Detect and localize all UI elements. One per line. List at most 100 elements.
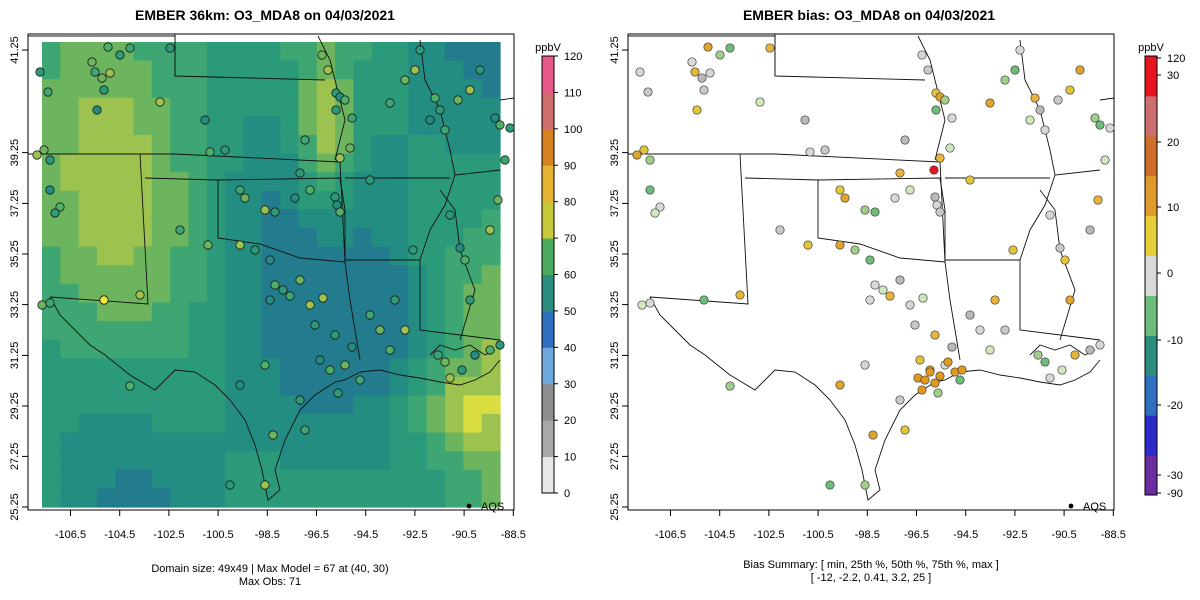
model-station-point (90, 67, 100, 77)
model-grid-cell (42, 395, 61, 415)
model-grid-cell (151, 432, 171, 452)
model-station-point (295, 168, 305, 178)
bias-station-point (692, 105, 702, 115)
model-grid-cell (261, 321, 281, 341)
model-grid-cell (371, 469, 391, 489)
model-grid-cell (463, 135, 483, 155)
model-grid-cell (481, 469, 501, 489)
bias-station-point (1105, 123, 1115, 133)
model-grid-cell (243, 42, 263, 62)
model-grid-cell (353, 42, 373, 62)
bias-station-point (715, 50, 725, 60)
bias-station-point (920, 375, 930, 385)
model-grid-cell (115, 79, 135, 99)
model-station-point (260, 480, 270, 490)
model-grid-cell (408, 209, 428, 229)
model-grid-cell (390, 209, 409, 229)
bias-station-point (1095, 340, 1105, 350)
model-grid-cell (335, 60, 355, 80)
model-grid-cell (96, 358, 116, 378)
model-grid-cell (225, 302, 245, 322)
model-grid-cell (188, 358, 208, 378)
model-station-point (453, 95, 463, 105)
model-grid-cell (335, 283, 355, 303)
bias-station-point (1093, 195, 1103, 205)
model-grid-cell (115, 432, 135, 452)
model-grid-cell (60, 116, 80, 136)
bias-station-point (918, 293, 928, 303)
model-colorbar-label: 20 (564, 415, 576, 427)
model-station-point (433, 350, 443, 360)
bias-station-point (765, 43, 775, 53)
model-grid-cell (298, 358, 318, 378)
model-grid-cell (206, 432, 226, 452)
model-grid-cell (408, 339, 428, 359)
model-grid-cell (133, 172, 153, 192)
y-tick-label: 41.25 (609, 36, 621, 64)
bias-colorbar-segment (1145, 135, 1157, 177)
model-grid-cell (206, 42, 226, 62)
model-grid-cell (390, 228, 409, 248)
model-station-point (335, 153, 345, 163)
model-grid-cell (445, 79, 464, 99)
model-grid-cell (243, 265, 263, 285)
model-station-point (500, 155, 510, 165)
model-grid-cell (316, 172, 336, 192)
model-grid-cell (463, 209, 483, 229)
model-grid-cell (170, 116, 190, 136)
model-grid-cell (115, 283, 135, 303)
state-boundary-line (28, 153, 341, 163)
model-grid-cell (316, 469, 336, 489)
model-grid-cell (42, 265, 61, 285)
model-grid-cell (60, 42, 80, 62)
model-grid-cell (481, 97, 501, 117)
model-grid-cell (170, 79, 190, 99)
bias-colorbar-segment (1145, 255, 1157, 296)
model-grid-cell (170, 339, 190, 359)
bias-station-point (1040, 125, 1050, 135)
model-grid-cell (170, 395, 190, 415)
bias-station-point (947, 342, 957, 352)
model-grid-cell (353, 190, 373, 210)
model-grid-cell (151, 469, 171, 489)
model-grid-cell (188, 414, 208, 434)
model-grid-cell (133, 97, 153, 117)
model-station-point (285, 291, 295, 301)
model-station-point (270, 207, 280, 217)
model-station-point (495, 120, 505, 130)
model-grid-cell (243, 302, 263, 322)
x-tick-label: -104.5 (704, 529, 735, 541)
model-station-point (425, 115, 435, 125)
model-grid-cell (78, 97, 98, 117)
model-grid-cell (151, 395, 171, 415)
model-grid-cell (206, 451, 226, 471)
model-grid-cell (335, 451, 355, 471)
model-grid-cell (225, 414, 245, 434)
model-grid-cell (225, 265, 245, 285)
bias-station-point (645, 298, 655, 308)
bias-colorbar-label: -20 (1167, 400, 1183, 412)
model-grid-cell (78, 283, 98, 303)
bias-station-point (985, 345, 995, 355)
bias-station-point (935, 207, 945, 217)
x-tick-label: -96.5 (904, 529, 929, 541)
bias-state-boundaries (628, 34, 1115, 501)
model-grid-cell (225, 451, 245, 471)
model-station-point (99, 85, 109, 95)
model-station-point (345, 143, 355, 153)
bias-colorbar-segment (1145, 375, 1157, 416)
bias-station-point (1035, 105, 1045, 115)
model-grid-cell (42, 414, 61, 434)
model-grid-cell (206, 97, 226, 117)
model-grid-cell (78, 42, 98, 62)
model-grid-cell (243, 79, 263, 99)
model-grid-cell (445, 190, 464, 210)
model-grid-cell (243, 135, 263, 155)
model-grid-cell (151, 376, 171, 396)
model-grid-cell (170, 321, 190, 341)
model-grid-cell (390, 246, 409, 266)
model-grid-cell (280, 469, 300, 489)
model-grid-cell (390, 358, 409, 378)
bias-station-point (1055, 243, 1065, 253)
model-grid-cell (426, 395, 446, 415)
